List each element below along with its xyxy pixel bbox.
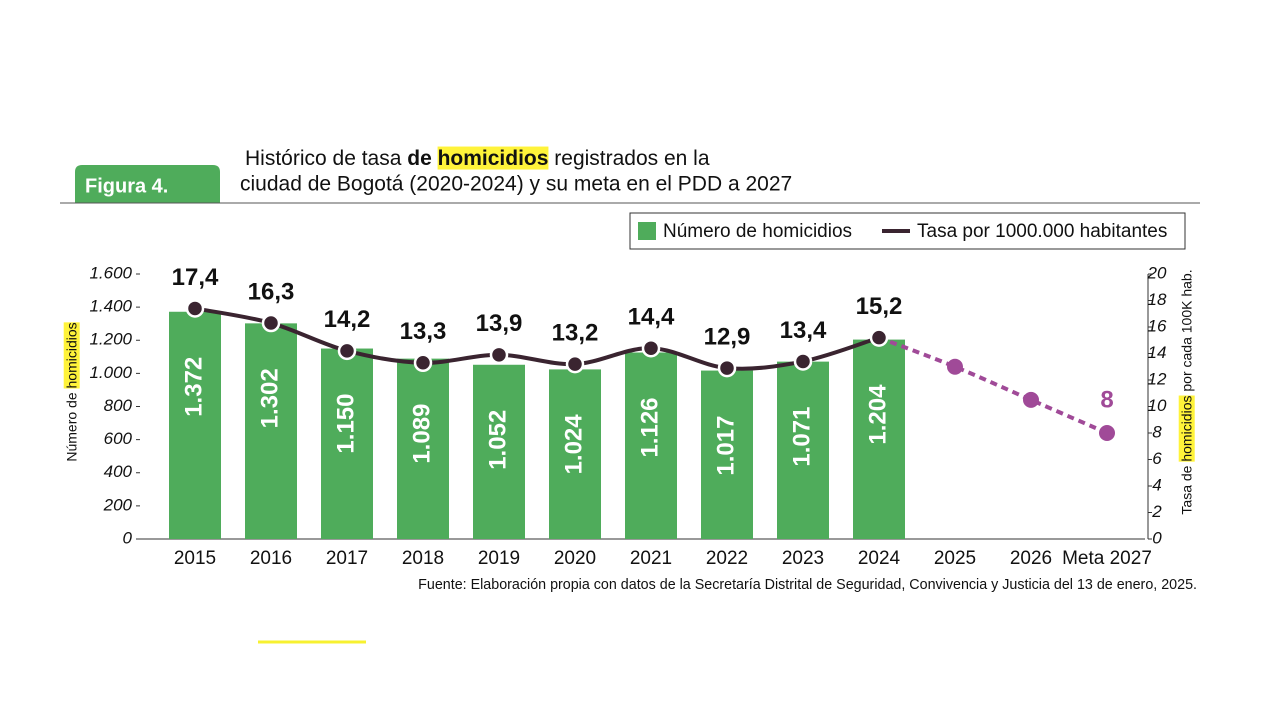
x-tick-label: 2019 (478, 548, 520, 569)
rate-point (413, 353, 433, 373)
rate-value-label: 13,3 (400, 318, 447, 345)
projection-line (878, 335, 1108, 435)
y-tick-label: 1.000 (89, 363, 132, 382)
bar (625, 352, 677, 539)
rate-value-label: 14,4 (628, 304, 675, 331)
bar (321, 348, 373, 539)
bar-value-label: 1.372 (180, 357, 207, 417)
figure-tab (75, 165, 220, 203)
x-tick-label: 2017 (326, 548, 368, 569)
bar (777, 361, 829, 539)
x-tick-label: Meta 2027 (1062, 548, 1152, 569)
bar-value-label: 1.204 (864, 384, 891, 445)
rate-point (565, 354, 585, 374)
bar (549, 369, 601, 539)
bar-value-label: 1.024 (560, 414, 587, 475)
x-tick-label: 2022 (706, 548, 748, 569)
rate-point (641, 338, 661, 358)
bar (473, 364, 525, 539)
bar-value-label: 1.017 (712, 416, 739, 476)
source: Fuente: Elaboración propia con datos de … (418, 577, 1197, 593)
y2-tick-label: 4 (1152, 475, 1161, 494)
bar (245, 323, 297, 539)
x-tick-label: 2018 (402, 548, 444, 569)
title-part: de homicidios (407, 147, 548, 170)
rate-point (793, 352, 813, 371)
rate-point (489, 345, 509, 365)
title-part: Histórico de tasa (245, 147, 407, 170)
x-tick-label: 2023 (782, 548, 824, 569)
figure-label: Figura 4. (85, 175, 168, 197)
highlight (1178, 395, 1195, 462)
highlight-group (1178, 395, 1195, 462)
rate-point (947, 358, 963, 375)
rate-value-label: 12,9 (704, 323, 751, 350)
bar-value-label: 1.071 (788, 407, 815, 467)
rate-point (1099, 425, 1115, 441)
rate-point (869, 328, 889, 347)
legend-label: Tasa por 1000.000 habitantes (917, 221, 1167, 242)
y-axis-label: Número de homicidios (64, 322, 80, 461)
y-tick-label: 800 (104, 396, 133, 415)
bar (397, 358, 449, 539)
legend (629, 212, 1186, 250)
rate-value-label: 16,3 (248, 278, 295, 305)
title-line1: Histórico de tasa de homicidios registra… (245, 147, 710, 170)
rate-line (194, 306, 880, 371)
x-tick-label: 2025 (934, 548, 976, 569)
highlight-group (63, 322, 80, 389)
bar-value-label: 1.089 (408, 404, 435, 464)
highlight (437, 146, 549, 170)
y-tick-label: 1.400 (89, 297, 132, 316)
rate-point (337, 341, 357, 361)
x-tick-label: 2024 (858, 548, 901, 569)
y2-tick-label: 2 (1151, 502, 1162, 521)
y-tick-label: 1.600 (89, 263, 132, 282)
y2-tick-label: 6 (1152, 449, 1162, 468)
rate-value-label: 15,2 (856, 293, 903, 320)
y2-axis-label: Tasa de homicidios por cada 100K hab. (1179, 269, 1195, 514)
y2-tick-label: 0 (1152, 528, 1162, 547)
y2-tick-label: 18 (1148, 290, 1167, 309)
rate-value-label: 13,4 (780, 317, 827, 344)
rate-value-label: 14,2 (324, 306, 371, 333)
y2-tick-label: 16 (1148, 316, 1167, 335)
rate-value-label: 8 (1100, 386, 1113, 413)
legend-swatch (638, 222, 656, 240)
y-tick-label: 600 (104, 429, 133, 448)
x-tick-label: 2020 (554, 548, 596, 569)
y-tick-label: 400 (104, 462, 133, 481)
y2-tick-label: 20 (1147, 263, 1167, 282)
y-tick-label: 0 (123, 528, 133, 547)
rate-point (185, 299, 205, 318)
bar-value-label: 1.126 (636, 397, 663, 457)
title-part: registrados en la (548, 147, 709, 170)
highlight (63, 322, 80, 389)
bar-value-label: 1.302 (256, 368, 283, 428)
x-tick-label: 2026 (1010, 548, 1052, 569)
y2-tick-label: 10 (1148, 396, 1167, 415)
rate-point (1023, 391, 1039, 408)
y2-tick-label: 12 (1148, 369, 1167, 388)
y2-tick-label: 14 (1148, 343, 1167, 362)
y2-tick-label: 8 (1152, 422, 1162, 441)
y-tick-label: 1.200 (89, 330, 132, 349)
legend-label: Número de homicidios (663, 221, 852, 242)
bar (701, 370, 753, 539)
bar (169, 311, 221, 539)
rate-value-label: 13,9 (476, 310, 523, 337)
bar (853, 339, 905, 539)
rate-point (261, 313, 281, 333)
bar-value-label: 1.052 (484, 410, 511, 470)
x-tick-label: 2021 (630, 548, 672, 569)
y-tick-label: 200 (103, 495, 133, 514)
rate-value-label: 13,2 (552, 319, 599, 346)
x-tick-label: 2016 (250, 548, 292, 569)
rate-value-label: 17,4 (172, 264, 219, 291)
rate-point (717, 358, 737, 378)
bar-value-label: 1.150 (332, 394, 359, 454)
x-tick-label: 2015 (174, 548, 216, 569)
title-line2: ciudad de Bogotá (2020-2024) y su meta e… (240, 173, 792, 196)
